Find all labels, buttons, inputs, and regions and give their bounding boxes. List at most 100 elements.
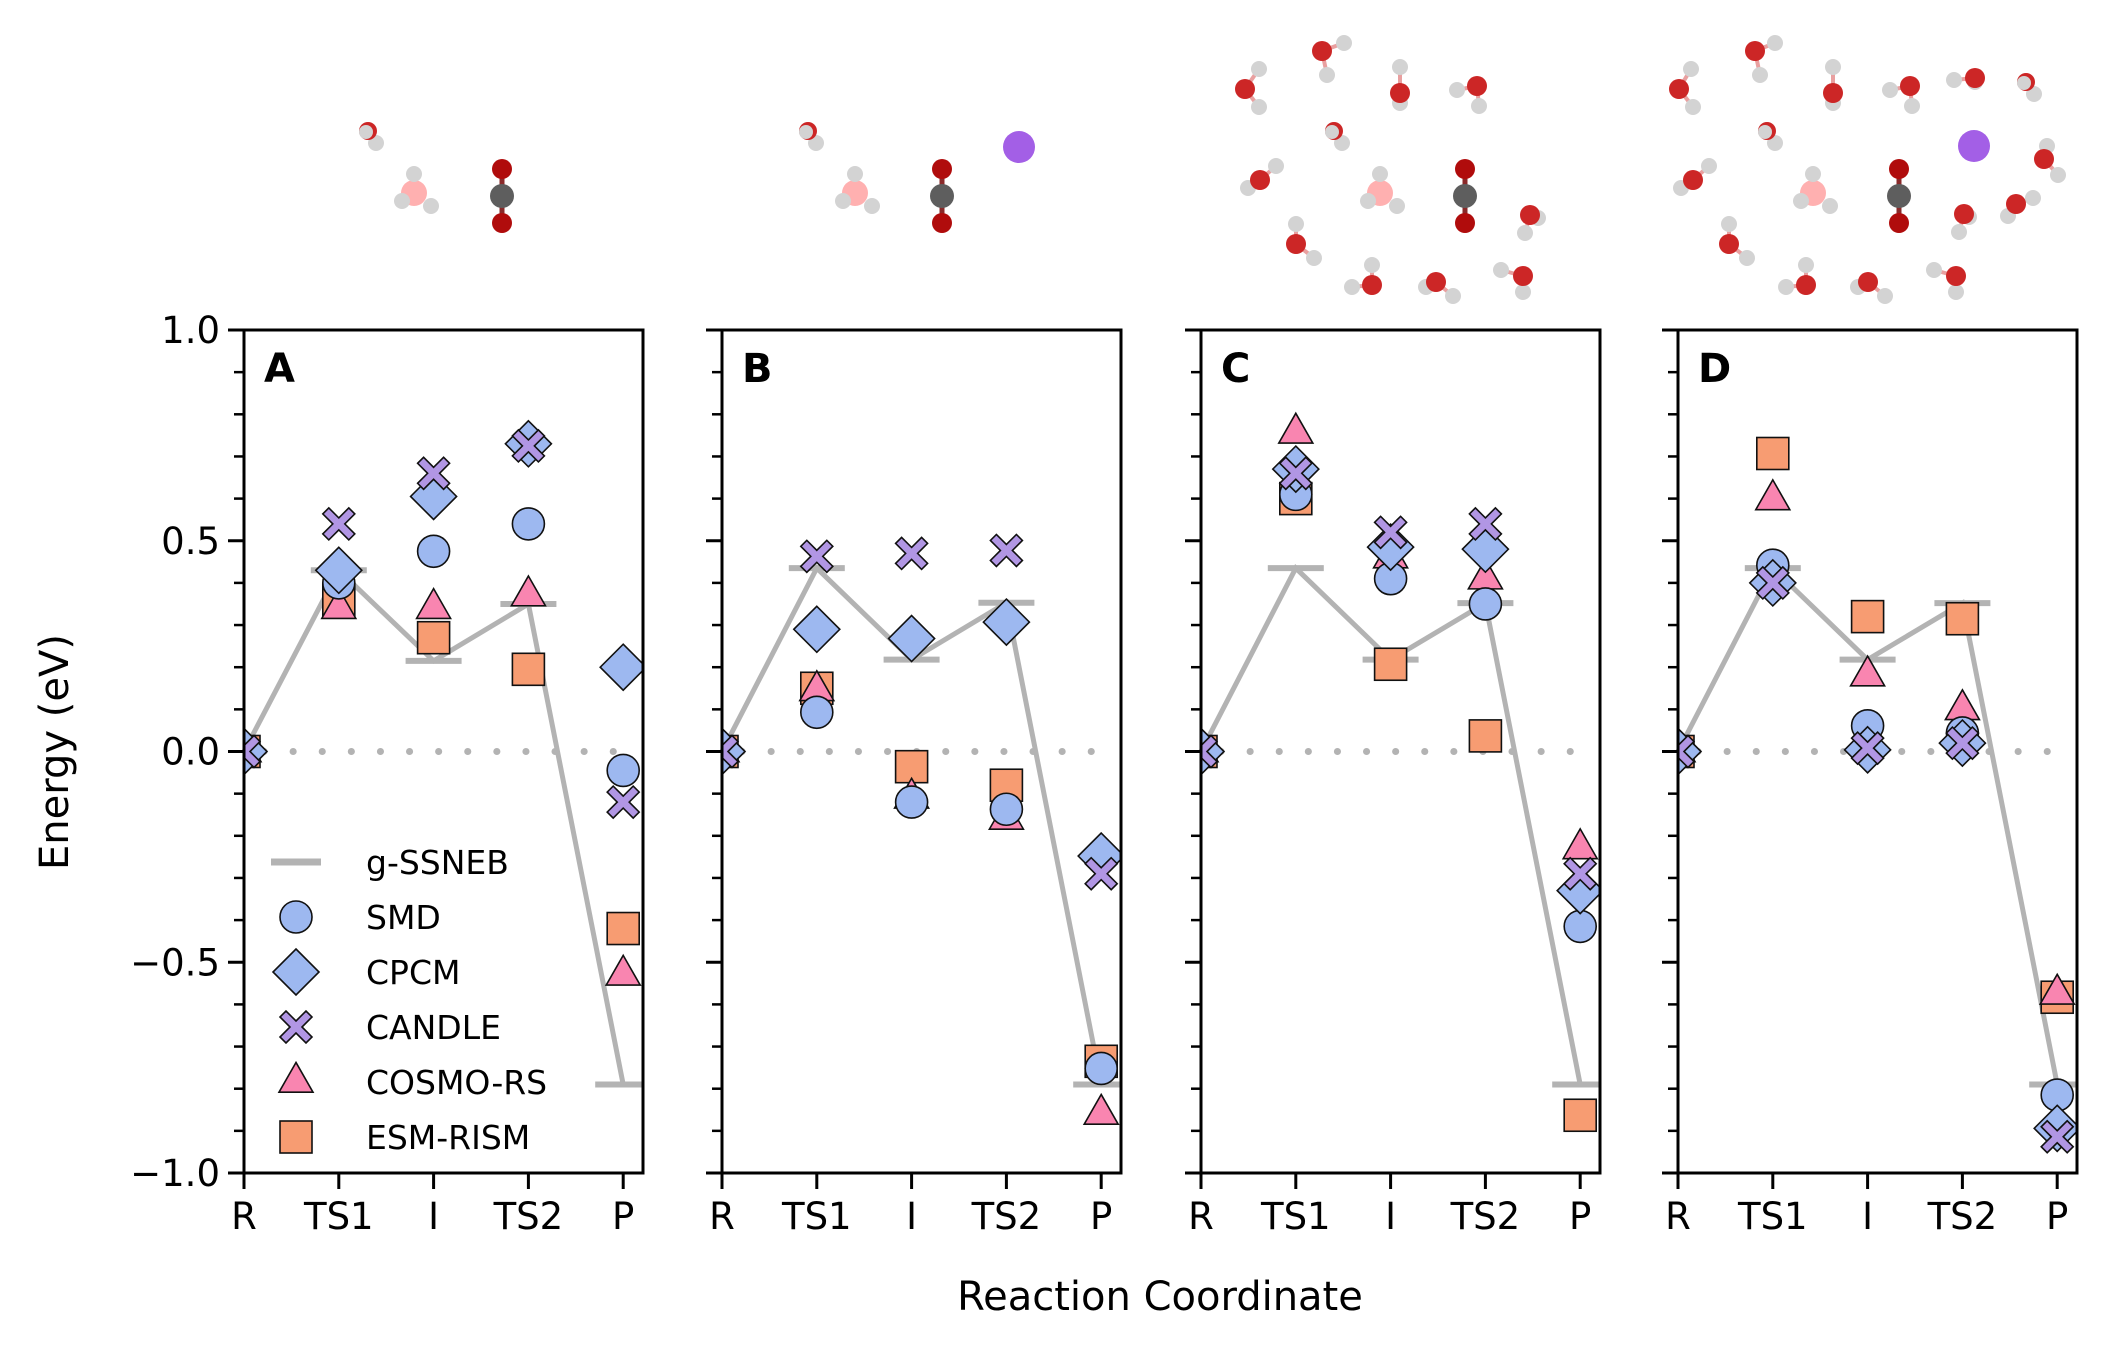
marker-candle-r [1201, 734, 1219, 769]
marker-smd-i [416, 534, 451, 569]
marker-esm-rism-p [606, 911, 641, 946]
legend-label: COSMO-RS [366, 1063, 547, 1102]
y-tick-label: −0.5 [130, 941, 220, 984]
marker-candle-ts1 [1278, 456, 1313, 491]
markers [1678, 436, 2077, 1154]
hydrogen-atom [1752, 67, 1768, 83]
hydrogen-atom [1683, 61, 1699, 77]
hydrogen-atom [1336, 35, 1352, 51]
x-tick-label: TS1 [303, 1195, 374, 1238]
carbon-atom [490, 184, 514, 208]
hydrogen-atom [1288, 216, 1304, 232]
hydrogen-atom [1701, 158, 1717, 174]
marker-cpcm-ts1 [314, 546, 363, 595]
hydrogen-atom [1471, 98, 1487, 114]
marker-cosmo-rs-p [1082, 1092, 1120, 1125]
marker-cosmo-rs-p [1561, 827, 1599, 860]
carbon-atom [1887, 184, 1911, 208]
legend-marker-esm-rism [279, 1120, 313, 1154]
marker-cpcm-p [2033, 1104, 2077, 1153]
hydrogen-atom [359, 125, 373, 139]
markers [1201, 411, 1600, 1133]
oxygen-atom [1520, 205, 1540, 225]
hydrogen-atom [1517, 225, 1533, 241]
hydrogen-atom [1946, 72, 1962, 88]
marker-candle-ts1 [799, 539, 834, 574]
marker-smd-ts1 [799, 695, 834, 730]
oxygen-atom [1390, 83, 1410, 103]
x-tick-label: R [231, 1195, 257, 1238]
marker-candle-i [1373, 515, 1408, 550]
marker-candle-i [416, 456, 451, 491]
oxygen-atom [2034, 149, 2054, 169]
hydrogen-atom [1739, 250, 1755, 266]
y-tick-label: 1.0 [161, 309, 220, 352]
marker-cosmo-rs-ts2 [510, 574, 547, 607]
panel-label: C [1221, 346, 1250, 392]
x-tick-label: TS2 [1450, 1195, 1521, 1238]
co2-oxygen-atom [932, 213, 952, 233]
marker-esm-rism-ts2 [1468, 719, 1503, 753]
marker-cosmo-rs-ts1 [1754, 478, 1792, 511]
g-ssneb-line [1675, 564, 2060, 1085]
x-tick-label: TS2 [1927, 1195, 1998, 1238]
hydrogen-atom [1805, 166, 1821, 182]
carbon-atom [930, 184, 954, 208]
hydrogen-atom [2050, 167, 2066, 183]
hydrogen-atom [1758, 125, 1772, 139]
y-tick-label: 0.5 [161, 520, 220, 563]
markers [244, 419, 643, 986]
hydrogen-atom [1389, 198, 1405, 214]
marker-cosmo-rs-ts1 [1277, 411, 1315, 444]
oxygen-atom [1965, 68, 1985, 88]
x-tick-label: I [906, 1195, 917, 1238]
hydrogen-atom [1926, 262, 1942, 278]
x-tick-label: I [428, 1195, 439, 1238]
oxygen-atom [1235, 79, 1255, 99]
marker-smd-ts2 [511, 507, 546, 541]
hydrogen-atom [1798, 257, 1814, 273]
panel-label: D [1698, 346, 1731, 392]
marker-cpcm-i [887, 614, 936, 663]
co2-oxygen-atom [492, 159, 512, 179]
panel-D: R TS1 I TS2 P D [1662, 328, 2079, 1238]
marker-esm-rism-ts1 [1756, 436, 1790, 471]
hydrogen-atom [2017, 76, 2031, 90]
marker-cosmo-rs-p [604, 953, 642, 986]
marker-candle-p [606, 784, 641, 820]
cation-atom [1003, 131, 1035, 163]
panel-C: R TS1 I TS2 P C [1185, 328, 1602, 1238]
y-axis-label: Energy (eV) [32, 634, 78, 870]
hydrogen-atom [423, 198, 439, 214]
marker-cpcm-p [599, 643, 643, 692]
carbon-atom [1453, 184, 1477, 208]
oxygen-atom [1426, 272, 1446, 292]
marker-smd-ts2 [989, 792, 1024, 827]
hydrogen-atom [1306, 250, 1322, 266]
marker-candle-ts2 [989, 533, 1024, 568]
marker-esm-rism-i [1373, 647, 1408, 682]
x-tick-label: I [1862, 1195, 1873, 1238]
legend-label: CANDLE [366, 1008, 501, 1047]
panel-B: R TS1 I TS2 P B [706, 328, 1123, 1238]
oxygen-atom [1669, 79, 1689, 99]
marker-cosmo-rs-i [1849, 654, 1886, 687]
hydrogen-atom [1822, 198, 1838, 214]
legend-marker-smd [279, 900, 313, 934]
co2-oxygen-atom [1455, 159, 1475, 179]
hydrogen-atom [1825, 59, 1841, 75]
marker-smd-p [1563, 909, 1597, 944]
x-tick-label: TS1 [1260, 1195, 1331, 1238]
hydrogen-atom [847, 166, 863, 182]
oxygen-atom [1513, 266, 1533, 286]
oxygen-atom [1954, 204, 1974, 224]
hydrogen-atom [1251, 61, 1267, 77]
marker-candle-i [894, 536, 929, 571]
hydrogen-atom [1877, 288, 1893, 304]
hydrogen-atom [1951, 224, 1967, 240]
oxygen-atom [1286, 234, 1306, 254]
x-tick-label: R [1665, 1195, 1691, 1238]
oxygen-atom [1683, 170, 1703, 190]
legend-label: CPCM [366, 953, 460, 992]
